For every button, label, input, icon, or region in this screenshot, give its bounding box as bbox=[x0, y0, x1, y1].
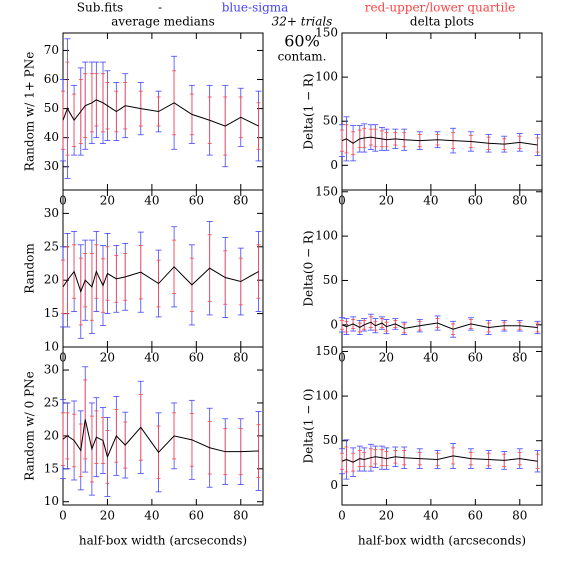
x-tick-label: 40 bbox=[144, 509, 159, 523]
x-tick-label: 60 bbox=[189, 194, 204, 208]
plot-frame bbox=[62, 32, 264, 191]
x-tick-label: 0 bbox=[59, 509, 67, 523]
y-tick-label: 25 bbox=[44, 239, 59, 253]
x-tick-label: 40 bbox=[423, 194, 438, 208]
y-tick-label: 10 bbox=[44, 494, 59, 508]
y-axis-label: Delta(1 − 0) bbox=[302, 389, 316, 464]
trials: 32+ trials bbox=[272, 15, 333, 29]
y-tick-label: 15 bbox=[44, 461, 59, 475]
median-line bbox=[341, 321, 538, 330]
y-tick-label: 20 bbox=[44, 428, 59, 442]
header-dash: - bbox=[158, 1, 162, 15]
y-axis-label: Random bbox=[23, 243, 37, 294]
plot-frame bbox=[341, 346, 543, 506]
header-blue: blue-sigma bbox=[222, 1, 289, 15]
y-tick-label: 0 bbox=[330, 158, 338, 172]
y-tick-label: 30 bbox=[44, 363, 59, 377]
y-tick-label: 150 bbox=[315, 344, 338, 358]
y-axis-label: Random w/ 1+ PNe bbox=[23, 52, 37, 172]
x-tick-label: 20 bbox=[379, 509, 394, 523]
x-tick-label: 0 bbox=[338, 509, 346, 523]
y-tick-label: 50 bbox=[323, 114, 338, 128]
x-tick-label: 60 bbox=[468, 194, 483, 208]
y-tick-label: 40 bbox=[44, 130, 59, 144]
x-tick-label: 60 bbox=[189, 509, 204, 523]
y-tick-label: 50 bbox=[323, 273, 338, 287]
x-tick-label: 40 bbox=[144, 351, 159, 365]
y-tick-label: 25 bbox=[44, 395, 59, 409]
x-tick-label: 40 bbox=[423, 351, 438, 365]
y-tick-label: 60 bbox=[44, 72, 59, 86]
panel-title: delta plots bbox=[410, 15, 474, 29]
x-tick-label: 20 bbox=[100, 351, 115, 365]
x-tick-label: 20 bbox=[379, 351, 394, 365]
x-tick-label: 40 bbox=[144, 194, 159, 208]
plot-frame bbox=[62, 189, 264, 348]
panel-title: average medians bbox=[111, 15, 215, 29]
contam: contam. bbox=[278, 50, 327, 64]
median-line bbox=[341, 455, 538, 463]
y-tick-label: 10 bbox=[44, 340, 59, 354]
median-line bbox=[62, 99, 259, 127]
median-line bbox=[62, 419, 259, 459]
median-line bbox=[62, 266, 259, 294]
y-tick-label: 70 bbox=[44, 43, 59, 57]
x-tick-label: 80 bbox=[233, 194, 248, 208]
percent: 60% bbox=[284, 32, 320, 51]
x-axis-label: half-box width (arcseconds) bbox=[79, 534, 247, 548]
x-tick-label: 80 bbox=[512, 194, 527, 208]
y-tick-label: 30 bbox=[44, 206, 59, 220]
x-tick-label: 20 bbox=[100, 194, 115, 208]
y-axis-label: Delta(1 − R) bbox=[302, 73, 316, 149]
x-tick-label: 80 bbox=[512, 351, 527, 365]
x-tick-label: 80 bbox=[233, 351, 248, 365]
x-tick-label: 20 bbox=[379, 194, 394, 208]
median-line bbox=[341, 136, 538, 146]
y-tick-label: 150 bbox=[315, 26, 338, 40]
header-red: red-upper/lower quartile bbox=[365, 1, 515, 15]
x-axis-label: half-box width (arcseconds) bbox=[358, 534, 526, 548]
x-tick-label: 60 bbox=[468, 351, 483, 365]
plot-frame bbox=[62, 346, 264, 506]
y-tick-label: 50 bbox=[323, 433, 338, 447]
y-tick-label: 100 bbox=[315, 389, 338, 403]
x-tick-label: 80 bbox=[512, 509, 527, 523]
y-tick-label: 50 bbox=[44, 101, 59, 115]
y-tick-label: 15 bbox=[44, 306, 59, 320]
y-tick-label: 20 bbox=[44, 273, 59, 287]
x-tick-label: 60 bbox=[468, 509, 483, 523]
header-file: Sub.fits bbox=[77, 1, 123, 15]
y-tick-label: 100 bbox=[315, 70, 338, 84]
y-tick-label: 150 bbox=[315, 184, 338, 198]
x-tick-label: 60 bbox=[189, 351, 204, 365]
y-tick-label: 0 bbox=[330, 317, 338, 331]
y-axis-label: Random w/ 0 PNe bbox=[23, 371, 37, 481]
y-tick-label: 0 bbox=[330, 478, 338, 492]
plot-frame bbox=[341, 32, 543, 191]
y-axis-label: Delta(0 − R) bbox=[302, 230, 316, 306]
x-tick-label: 40 bbox=[423, 509, 438, 523]
y-tick-label: 30 bbox=[44, 159, 59, 173]
x-tick-label: 20 bbox=[100, 509, 115, 523]
y-tick-label: 100 bbox=[315, 229, 338, 243]
x-tick-label: 80 bbox=[233, 509, 248, 523]
